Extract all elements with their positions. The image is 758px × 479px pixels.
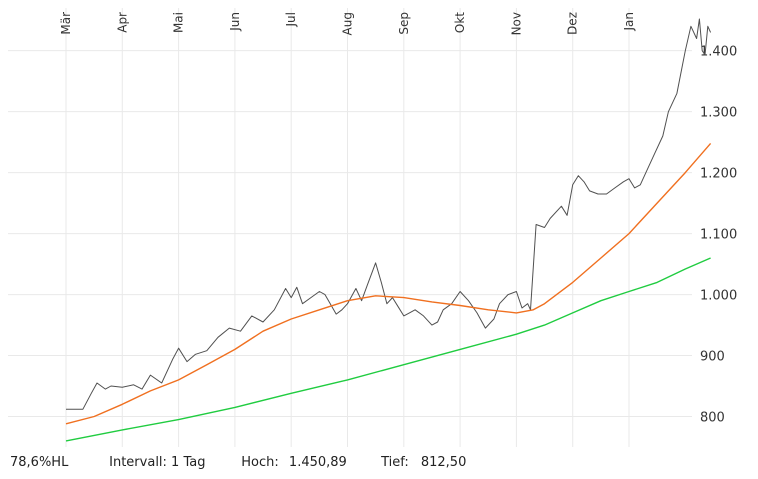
month-label: Jul <box>284 12 298 27</box>
price-line <box>66 18 712 410</box>
month-label: Mai <box>172 12 186 33</box>
month-label: Nov <box>509 12 523 35</box>
y-axis-labels: 800 900 1.000 1.100 1.200 1.300 1.400 <box>700 45 737 426</box>
month-label: Aug <box>341 12 355 35</box>
month-label: Jun <box>228 12 242 32</box>
y-tick-label: 1.100 <box>700 228 737 243</box>
high-label: Hoch: <box>241 455 279 470</box>
grid-lines <box>8 8 692 447</box>
low-value: 812,50 <box>420 455 467 470</box>
chart-footer: 78,6%HL Intervall: 1 Tag Hoch: 1.450,89 … <box>10 455 466 470</box>
moving-average-green-line <box>65 257 711 442</box>
moving-average-orange-line <box>65 142 712 425</box>
y-tick-label: 1.000 <box>700 289 737 304</box>
y-tick-label: 1.300 <box>700 106 737 121</box>
month-label: Apr <box>115 12 129 33</box>
plot-area <box>8 8 692 447</box>
month-label: Jan <box>622 12 636 32</box>
month-label: Dez <box>566 12 580 35</box>
y-tick-label: 900 <box>700 350 725 365</box>
x-axis-labels: Mär Apr Mai Jun Jul Aug Sep Okt Nov Dez Jan <box>59 12 636 36</box>
low-label: Tief: <box>381 455 409 470</box>
y-tick-label: 1.200 <box>700 167 737 182</box>
range-indicator: 78,6%HL <box>10 455 69 470</box>
month-label: Okt <box>453 12 467 33</box>
high-value: 1.450,89 <box>288 455 347 470</box>
y-tick-label: 800 <box>700 411 725 426</box>
series-lines <box>65 18 712 442</box>
month-label: Sep <box>397 12 411 35</box>
y-tick-label: 1.400 <box>700 45 737 60</box>
interval-label: Intervall: 1 Tag <box>109 455 206 470</box>
month-label: Mär <box>59 12 73 35</box>
